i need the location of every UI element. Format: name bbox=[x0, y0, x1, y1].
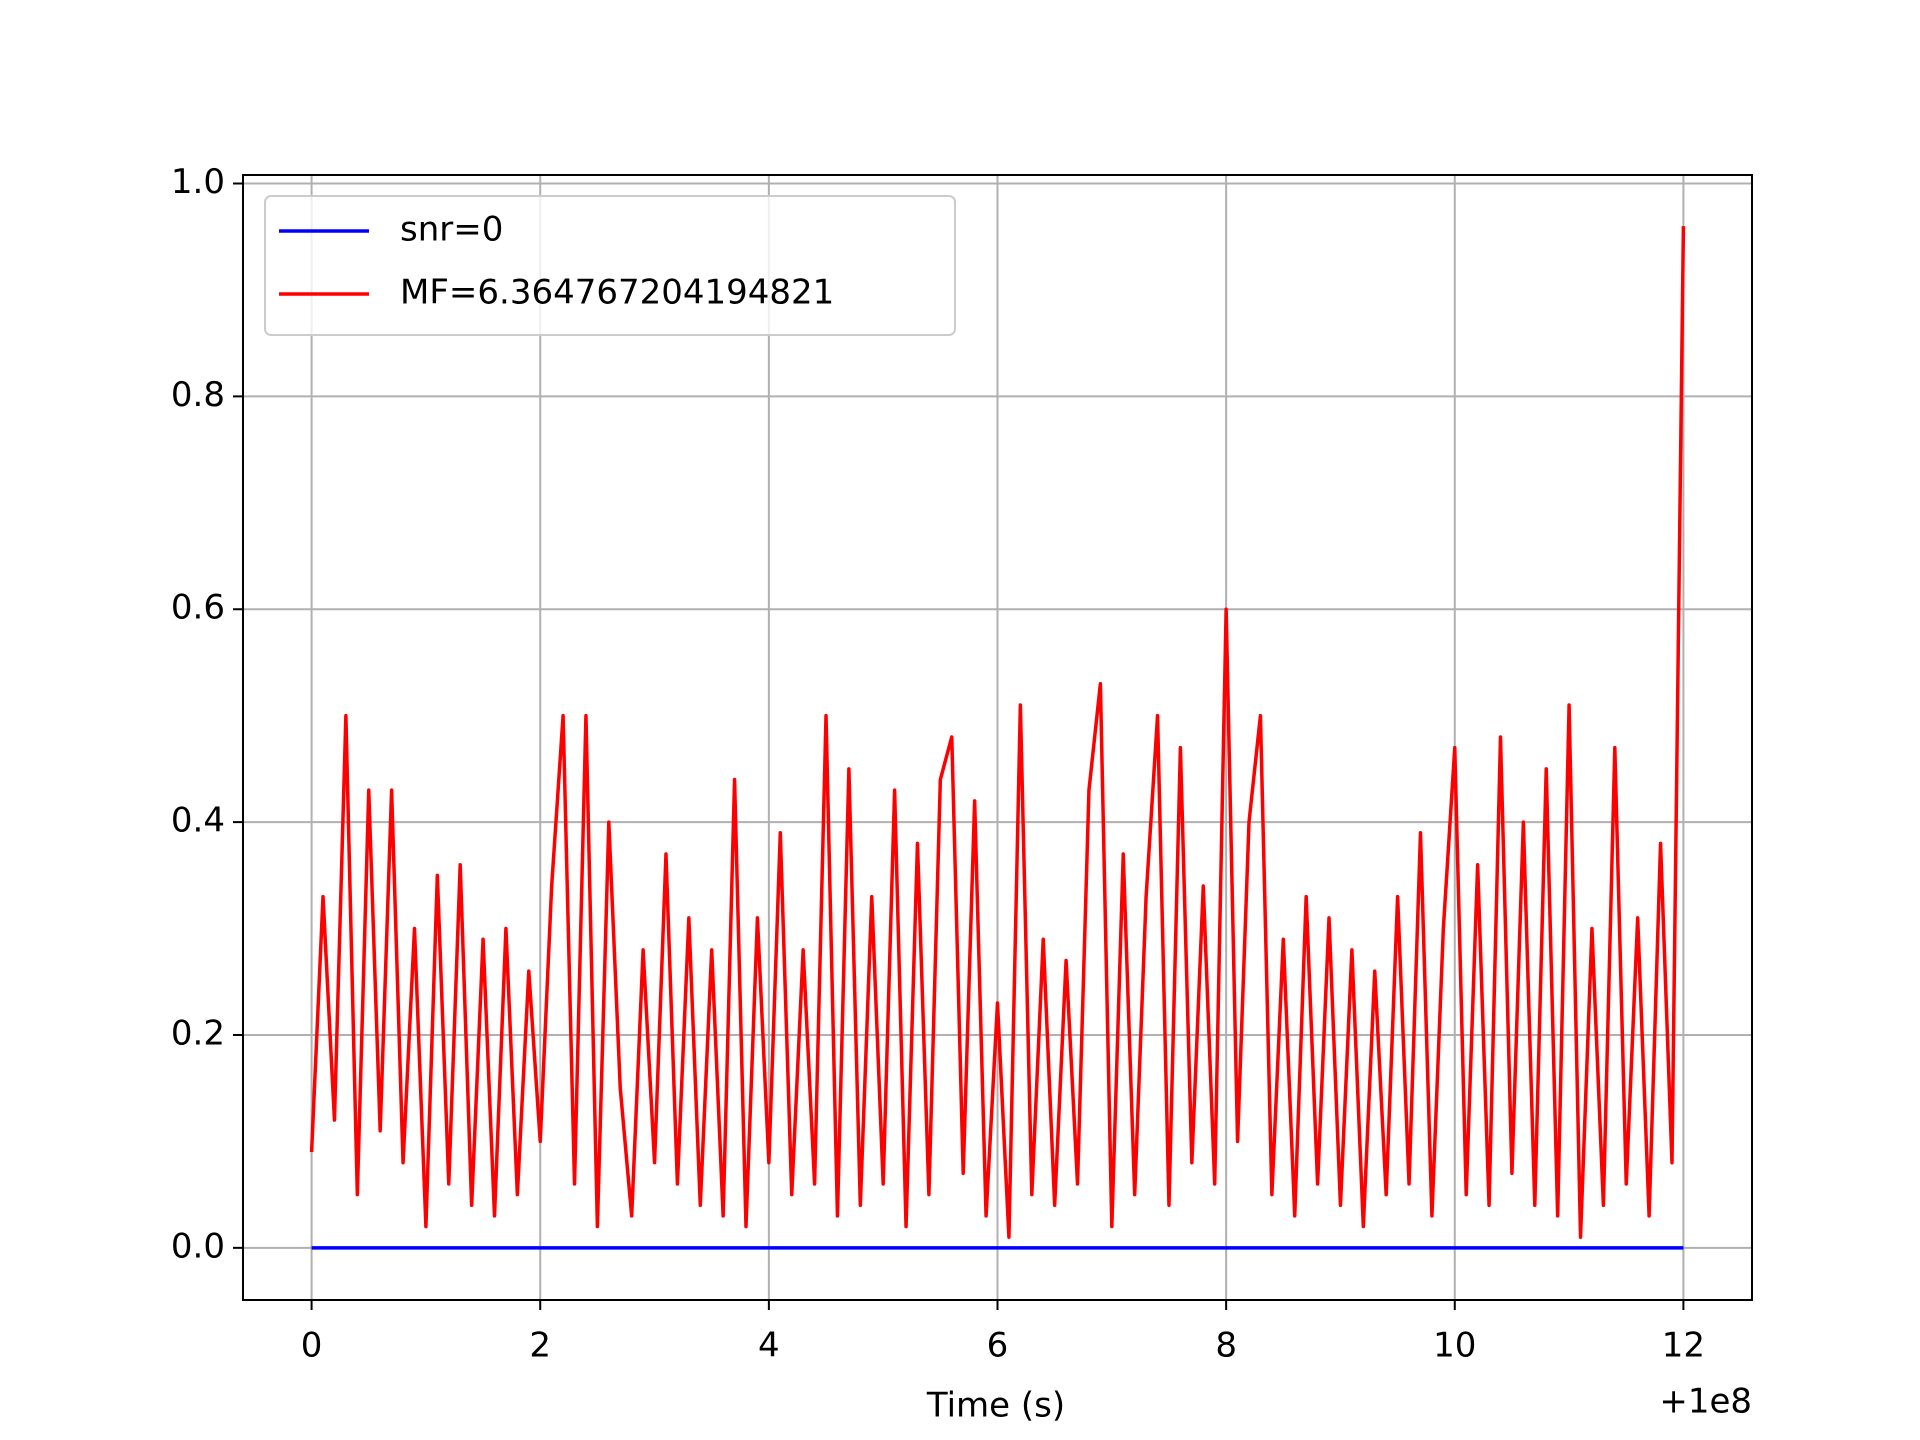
x-tick-label: 4 bbox=[758, 1326, 780, 1366]
legend-label: snr=0 bbox=[400, 210, 503, 250]
x-tick-label: 12 bbox=[1662, 1326, 1705, 1366]
x-offset-label: +1e8 bbox=[1659, 1382, 1752, 1422]
axes-frame bbox=[242, 174, 1753, 1301]
y-tick-label: 1.0 bbox=[171, 162, 225, 202]
x-tick-label: 2 bbox=[529, 1326, 551, 1366]
x-axis-label: Time (s) bbox=[926, 1386, 1065, 1426]
y-tick-label: 0.6 bbox=[171, 588, 225, 628]
x-tick-label: 6 bbox=[987, 1326, 1009, 1366]
y-tick-label: 0.8 bbox=[171, 375, 225, 415]
y-tick-label: 0.2 bbox=[171, 1013, 225, 1053]
series-line bbox=[309, 226, 1686, 1239]
x-tick-label: 10 bbox=[1433, 1326, 1476, 1366]
x-tick-label: 0 bbox=[301, 1326, 323, 1366]
y-tick-label: 0.4 bbox=[171, 801, 225, 841]
y-tick-label: 0.0 bbox=[171, 1226, 225, 1266]
legend-label: MF=6.364767204194821 bbox=[400, 273, 834, 313]
x-tick-label: 8 bbox=[1215, 1326, 1237, 1366]
legend-box bbox=[264, 195, 956, 336]
